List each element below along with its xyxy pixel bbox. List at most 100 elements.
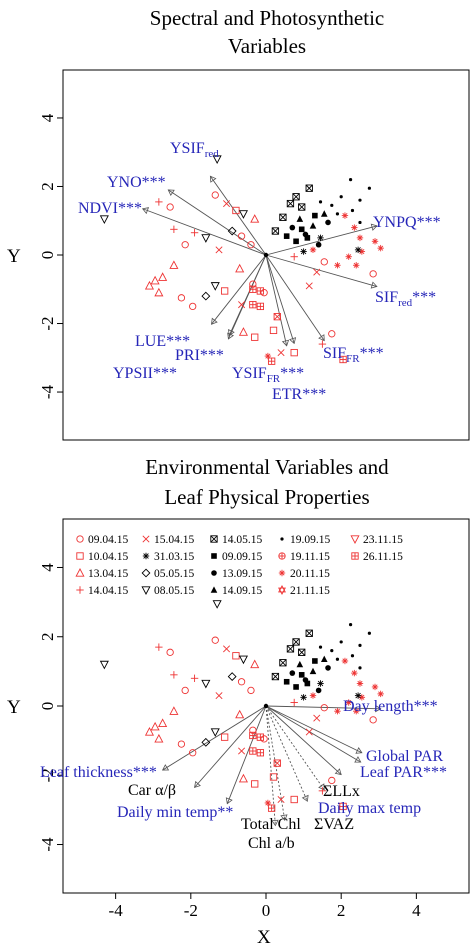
legend-symbol-1-0 [142,535,150,543]
legend-symbol-1-3 [141,586,151,595]
legend-symbol-2-0 [210,535,218,543]
top-point-42 [290,348,298,357]
top-point-15 [170,225,178,234]
top-point-17 [169,260,179,269]
bottom-vector-head-6 [280,814,288,822]
bottom-point-44 [339,802,347,811]
bottom-xtick-label-2: 0 [262,901,271,920]
top-point-57 [351,224,358,231]
top-point-36 [256,287,265,295]
top-vector-head-2 [141,207,150,215]
legend-symbol-3-0 [280,537,284,541]
bottom-point-87 [358,666,362,670]
vector-label-daily-min-temp: Daily min temp** [117,804,233,821]
bottom-point-40 [264,799,272,807]
bottom-vector-2 [265,705,361,763]
bottom-point-76 [302,677,309,683]
bottom-point-41 [277,795,285,804]
vector-label-ysif-red: YSIFred [170,140,219,160]
bottom-point-64 [292,638,300,646]
vector-label-chl-ab: Chl a/b [248,835,295,852]
top-point-56 [341,212,349,219]
top-point-83 [350,208,355,213]
bottom-vector-head-8 [225,797,233,805]
top-ytick-label-4: -4 [38,384,57,399]
bottom-point-5 [223,645,231,653]
top-point-64 [292,193,300,201]
top-point-65 [298,203,306,211]
top-point-1 [155,198,163,206]
bottom-point-84 [358,643,362,647]
bottom-vector-head-7 [271,819,279,827]
top-point-79 [318,200,323,204]
bottom-point-0 [99,660,109,670]
bottom-point-47 [313,714,321,722]
top-point-22 [177,294,186,302]
top-point-4 [211,191,219,199]
legend-symbol-0-3 [76,586,84,594]
top-point-74 [320,210,328,217]
bottom-point-73 [309,667,317,675]
bottom-point-79 [318,645,323,649]
bottom-point-14 [190,674,199,682]
top-vector-head-10 [318,334,325,342]
top-points [99,155,384,365]
bottom-point-17 [169,706,179,715]
top-point-54 [371,238,379,245]
bottom-points [99,600,384,812]
bottom-point-16 [181,686,189,695]
top-point-81 [335,212,340,216]
bottom-point-56 [341,657,349,665]
top-point-37 [249,301,257,309]
bottom-point-77 [315,687,322,694]
bottom-vectors [161,703,382,827]
top-point-63 [286,199,295,208]
vector-label-ndvi: NDVI*** [78,200,142,217]
bottom-vector-head-0 [375,704,382,713]
top-point-47 [313,268,321,276]
bottom-point-69 [298,672,305,678]
bottom-point-2 [166,648,174,656]
legend-symbol-0-1 [76,552,84,560]
bottom-point-78 [325,665,331,671]
bottom-point-9 [227,672,237,682]
vector-label-ysif-fr: YSIFFR*** [232,365,304,385]
bottom-vector-0 [265,705,381,710]
legend-label-2-1: 09.09.15 [222,551,263,563]
top-point-46 [305,282,313,290]
top-point-20 [158,272,168,281]
bottom-point-3 [212,600,222,609]
top-point-49 [334,262,341,269]
top-point-35 [249,285,257,293]
bottom-point-22 [177,740,186,748]
bottom-vector-9 [194,705,267,788]
top-ytick-label-3: -2 [38,316,57,330]
vector-label-yno: YNO*** [107,174,166,191]
top-point-33 [269,326,278,335]
top-point-77 [315,241,322,248]
bottom-xtick-label-3: 2 [337,901,346,920]
bottom-point-70 [304,680,311,687]
bottom-point-59 [309,692,317,699]
vector-label-global-par: Global PAR [366,748,444,765]
top-point-60 [290,253,298,261]
top-point-28 [238,301,246,309]
bottom-point-88 [317,680,324,687]
vector-label-leaf-par: Leaf PAR*** [360,764,447,781]
bottom-point-35 [249,731,257,740]
top-vector-labels: YSIFred YNO*** NDVI*** YNPQ*** SIFred***… [78,140,441,403]
top-point-61 [271,227,280,235]
top-vector-head-9 [289,337,297,345]
top-point-7 [238,210,248,219]
legend-label-3-1: 19.11.15 [290,551,330,563]
top-origin [263,252,269,258]
bottom-point-74 [320,655,328,663]
bottom-title-line-2: Leaf Physical Properties [164,485,369,509]
legend-symbol-3-1 [278,552,286,560]
top-point-44 [339,355,347,364]
bottom-origin [263,703,269,709]
top-vector-5 [211,254,267,325]
top-vector-3 [265,225,378,256]
top-point-26 [220,287,229,295]
top-point-69 [298,226,305,233]
